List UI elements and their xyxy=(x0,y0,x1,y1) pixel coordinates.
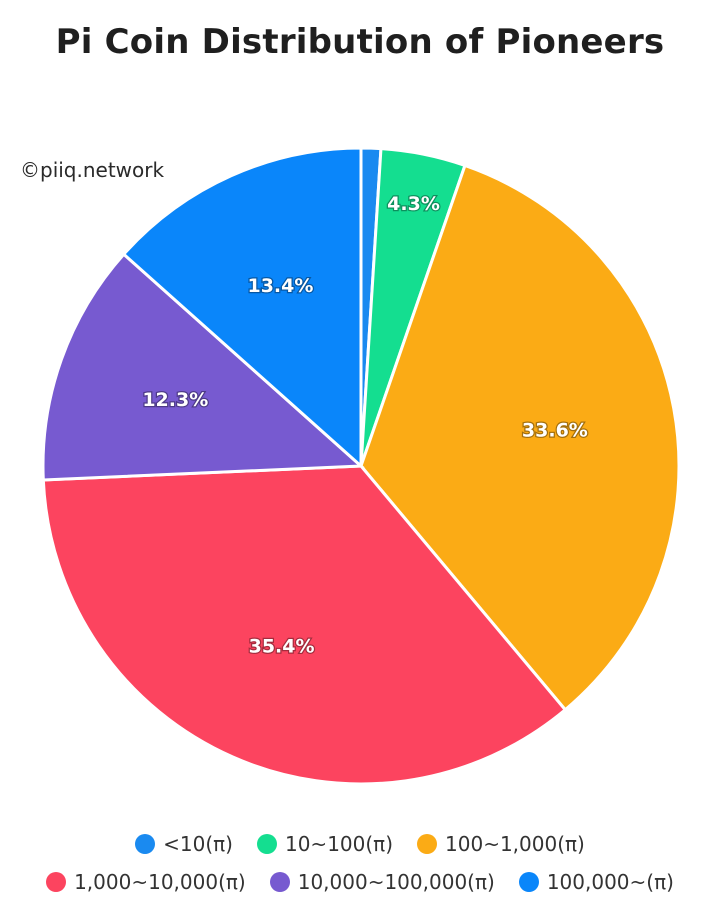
legend-label: 1,000~10,000(π) xyxy=(74,870,246,894)
legend-label: <10(π) xyxy=(163,832,233,856)
legend-swatch-icon xyxy=(417,834,438,854)
legend-swatch-icon xyxy=(135,834,156,854)
legend-swatch-icon xyxy=(269,872,290,892)
legend-label: 10,000~100,000(π) xyxy=(297,870,495,894)
legend-item-lt10[interactable]: <10(π) xyxy=(135,832,233,856)
legend-swatch-icon xyxy=(46,872,67,892)
slice-label-1000-10000: 35.4% xyxy=(249,635,315,657)
pie-slice-100-1000[interactable] xyxy=(359,163,681,712)
chart-title: Pi Coin Distribution of Pioneers xyxy=(55,22,665,62)
pie-slice-100000-plus[interactable] xyxy=(121,146,363,470)
watermark-text: ©piiq.network xyxy=(20,158,165,182)
slice-label-100-1000: 33.6% xyxy=(522,419,588,441)
slice-label-10-100: 4.3% xyxy=(387,193,440,215)
legend-row-1: <10(π) 10~100(π) 100~1,000(π) xyxy=(0,832,720,856)
legend-item-1000-10000[interactable]: 1,000~10,000(π) xyxy=(46,870,246,894)
legend-item-10-100[interactable]: 10~100(π) xyxy=(256,832,394,856)
legend-item-100-1000[interactable]: 100~1,000(π) xyxy=(417,832,585,856)
pie-slice-10000-100000[interactable] xyxy=(41,252,365,482)
legend-row-2: 1,000~10,000(π) 10,000~100,000(π) 100,00… xyxy=(0,870,720,894)
legend-item-100000-plus[interactable]: 100,000~(π) xyxy=(518,870,674,894)
legend-label: 100,000~(π) xyxy=(546,870,674,894)
legend-item-10000-100000[interactable]: 10,000~100,000(π) xyxy=(269,870,495,894)
legend-swatch-icon xyxy=(256,834,277,854)
legend-swatch-icon xyxy=(518,872,539,892)
legend-label: 100~1,000(π) xyxy=(445,832,585,856)
pie-slice-1000-10000[interactable] xyxy=(41,464,568,786)
slice-label-10000-100000: 12.3% xyxy=(142,389,208,411)
slice-label-100000-plus: 13.4% xyxy=(247,275,313,297)
legend-label: 10~100(π) xyxy=(284,832,394,856)
